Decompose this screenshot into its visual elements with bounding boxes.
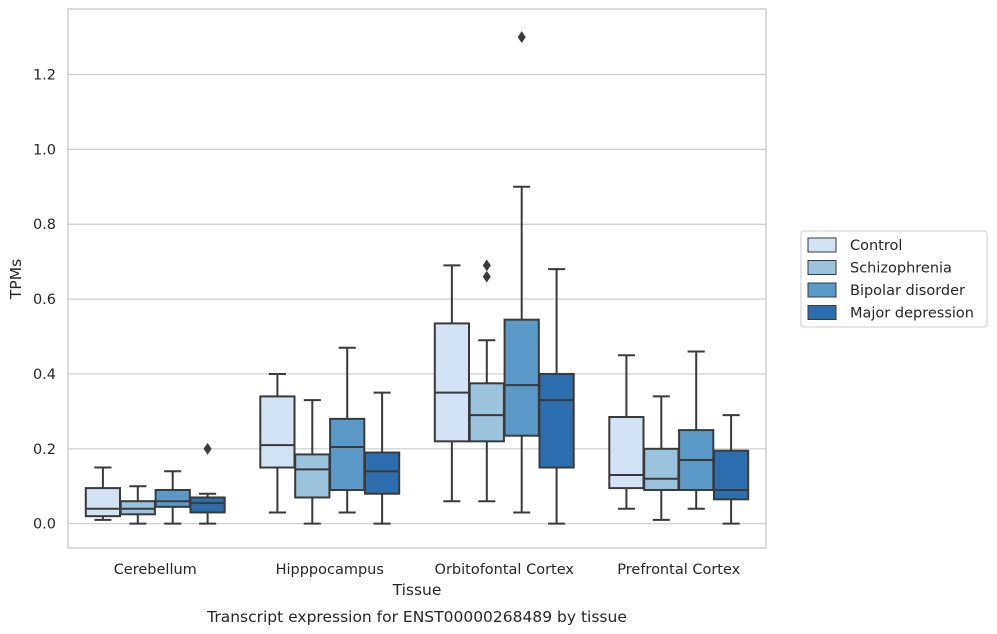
box-groups [84, 31, 750, 525]
x-tick-label: Orbitofontal Cortex [435, 562, 575, 578]
y-tick-label: 0.4 [33, 367, 56, 383]
box-major-depression [363, 391, 401, 525]
y-tick-labels: 0.0 0.2 0.4 0.6 0.8 1.0 1.2 [33, 68, 56, 533]
y-tick-label: 0.2 [33, 442, 56, 458]
y-tick-label: 1.2 [33, 68, 56, 84]
y-tick-label: 0.8 [33, 217, 56, 233]
iqr-box [712, 449, 750, 501]
iqr-box [154, 488, 191, 508]
outlier-point [482, 259, 491, 272]
box-major-depression [189, 442, 226, 525]
box-bipolar-disorder [329, 346, 366, 514]
legend-swatch [807, 260, 837, 275]
y-tick-label: 0.6 [33, 292, 56, 308]
box-major-depression [712, 414, 750, 525]
x-axis-label: Tissue [392, 581, 442, 599]
box-schizophrenia [468, 259, 505, 503]
box-major-depression [538, 268, 575, 525]
x-tick-label: Prefrontal Cortex [617, 562, 740, 578]
legend-label: Major depression [850, 306, 974, 322]
iqr-box [643, 447, 680, 491]
iqr-box [538, 372, 575, 469]
box-schizophrenia [643, 395, 680, 521]
legend-swatch [807, 305, 837, 320]
iqr-box [468, 382, 505, 443]
iqr-box [259, 395, 296, 469]
legend-label: Bipolar disorder [850, 283, 965, 299]
x-tick-labels: Cerebellum Hipppocampus Orbitofontal Corte… [114, 562, 741, 578]
iqr-box [189, 496, 226, 514]
outlier-point [482, 270, 491, 283]
iqr-box [433, 322, 471, 443]
outlier-point [203, 442, 212, 455]
box-bipolar-disorder [678, 350, 715, 510]
outlier-point [517, 31, 526, 43]
iqr-box [503, 318, 540, 437]
box-bipolar-disorder [503, 31, 540, 514]
iqr-box [84, 487, 122, 518]
box-control [608, 354, 645, 510]
legend-frame [800, 230, 988, 328]
box-schizophrenia [294, 399, 331, 525]
x-tick-label: Hipppocampus [276, 562, 384, 578]
iqr-box [608, 415, 645, 490]
legend-swatch [807, 282, 837, 298]
legend-label: Control [850, 238, 902, 254]
y-axis-label: TPMs [7, 259, 25, 300]
x-tick-label: Cerebellum [114, 562, 197, 578]
iqr-box [329, 417, 366, 491]
iqr-box [363, 451, 401, 495]
y-tick-label: 0.0 [33, 517, 56, 533]
box-control [433, 264, 471, 503]
legend[interactable]: Control Schizophrenia Bipolar disorder Majo… [800, 230, 988, 328]
box-schizophrenia [119, 485, 156, 525]
box-control [259, 372, 296, 514]
chart-title: Transcript expression for ENST0000026848… [206, 608, 627, 626]
y-gridlines [68, 73, 766, 525]
legend-label: Schizophrenia [850, 261, 952, 277]
y-tick-label: 1.0 [33, 142, 56, 158]
plot-frame [67, 8, 767, 549]
iqr-box [294, 453, 331, 499]
legend-swatch [807, 237, 837, 253]
